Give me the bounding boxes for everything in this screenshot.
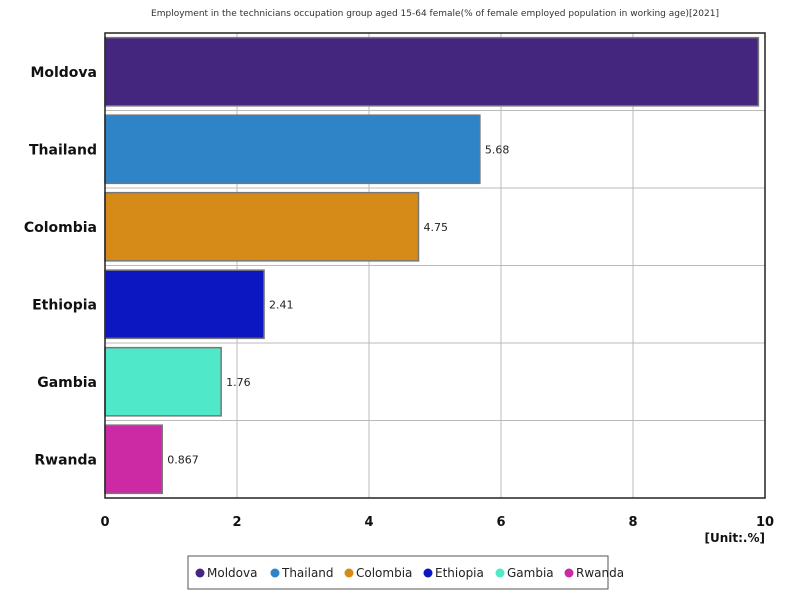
legend-box (187, 555, 609, 590)
data-label-thailand: 5.68 (485, 143, 510, 156)
data-label-rwanda: 0.867 (167, 453, 199, 466)
x-tick-label-0: 0 (100, 515, 109, 530)
legend-label-moldova: Moldova (207, 566, 257, 580)
legend-marker-thailand (270, 568, 280, 578)
bar-colombia (104, 191, 420, 262)
x-tick-label-2: 2 (232, 515, 241, 530)
data-label-ethiopia: 2.41 (269, 298, 294, 311)
category-label-ethiopia: Ethiopia (32, 297, 97, 313)
legend-label-rwanda: Rwanda (576, 566, 624, 580)
bar-thailand (104, 114, 481, 185)
legend-marker-gambia (495, 568, 505, 578)
x-tick-label-10: 10 (756, 515, 774, 530)
grid-lines (105, 33, 765, 498)
legend-label-thailand: Thailand (281, 566, 334, 580)
x-tick-label-8: 8 (628, 515, 637, 530)
bars-group (104, 36, 760, 495)
unit-label: [Unit:.%] (705, 531, 766, 545)
category-label-thailand: Thailand (29, 142, 97, 158)
legend-marker-ethiopia (423, 568, 433, 578)
legend-marker-colombia (344, 568, 354, 578)
legend-label-colombia: Colombia (356, 566, 412, 580)
category-label-gambia: Gambia (37, 375, 97, 391)
chart-title: Employment in the technicians occupation… (151, 9, 719, 19)
legend-marker-rwanda (564, 568, 574, 578)
legend-label-gambia: Gambia (507, 566, 554, 580)
bar-rwanda (104, 424, 163, 495)
category-label-rwanda: Rwanda (34, 452, 97, 468)
category-label-colombia: Colombia (24, 220, 97, 236)
category-label-moldova: Moldova (30, 65, 97, 81)
data-label-colombia: 4.75 (424, 221, 449, 234)
legend-marker-moldova (195, 568, 205, 578)
x-tick-label-4: 4 (364, 515, 373, 530)
bar-ethiopia (104, 269, 265, 340)
bar-gambia (104, 346, 222, 417)
bar-moldova (104, 36, 760, 107)
data-label-gambia: 1.76 (226, 376, 251, 389)
labels-group: Moldova Thailand 5.68 Colombia 4.75 Ethiopia 2… (24, 65, 774, 530)
legend: Moldova Thailand Colombia Ethiopia Gambia Rwa… (187, 555, 624, 590)
x-tick-label-6: 6 (496, 515, 505, 530)
legend-label-ethiopia: Ethiopia (435, 566, 484, 580)
plot-frame (104, 32, 766, 499)
